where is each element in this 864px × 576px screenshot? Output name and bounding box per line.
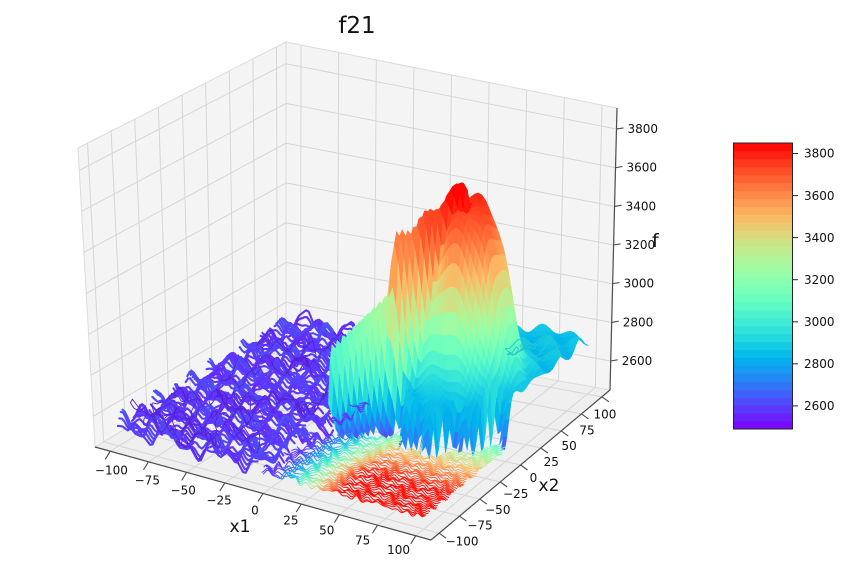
tick-label: 50 bbox=[319, 523, 334, 537]
tick-label: 25 bbox=[544, 455, 559, 469]
colorbar-tick-label: 3800 bbox=[804, 147, 835, 161]
tick-label: 0 bbox=[530, 471, 538, 485]
tick-label: −50 bbox=[171, 484, 196, 498]
plot-3d bbox=[77, 41, 618, 541]
tick-label: −25 bbox=[206, 494, 231, 508]
tick-label: −75 bbox=[467, 519, 492, 533]
colorbar-tick-label: 3600 bbox=[804, 189, 835, 203]
colorbar-tick-label: 3400 bbox=[804, 231, 835, 245]
tick-label: 100 bbox=[387, 543, 410, 557]
tick-label: 2800 bbox=[623, 315, 654, 329]
tick-label: 75 bbox=[579, 423, 594, 437]
colorbar-bands bbox=[734, 143, 792, 430]
x1-axis-label: x1 bbox=[230, 517, 251, 537]
tick-label: 100 bbox=[593, 407, 616, 421]
tick-label: −100 bbox=[95, 464, 128, 478]
colorbar: 2600 2800 3000 3200 3400 3600 3800 bbox=[733, 142, 835, 430]
tick-label: 75 bbox=[355, 533, 370, 547]
shelf-contour-lines bbox=[504, 335, 562, 361]
colorbar-tick-label: 3200 bbox=[804, 273, 835, 287]
tick-label: −25 bbox=[503, 487, 528, 501]
colorbar-tick-label: 2600 bbox=[804, 399, 835, 413]
plot-title: f21 bbox=[338, 13, 375, 39]
tick-label: 0 bbox=[251, 504, 259, 518]
tick-label: −100 bbox=[446, 535, 479, 549]
tick-label: 50 bbox=[562, 439, 577, 453]
surface-carpet-front bbox=[261, 401, 506, 518]
tick-label: 3400 bbox=[626, 199, 657, 213]
tick-label: 3800 bbox=[628, 122, 659, 136]
tick-label: 3200 bbox=[625, 238, 656, 252]
tick-label: 3000 bbox=[624, 277, 655, 291]
tick-label: −75 bbox=[135, 474, 160, 488]
tick-label: 2600 bbox=[622, 354, 653, 368]
surface-peak-mesh bbox=[328, 182, 589, 460]
tick-label: 3600 bbox=[627, 161, 658, 175]
tick-label: 25 bbox=[283, 513, 298, 527]
tick-label: −50 bbox=[485, 503, 510, 517]
f-axis-label: f bbox=[652, 230, 660, 252]
axes-ticks: −100−75−50−250255075100−100−75−50−250255… bbox=[94, 107, 659, 557]
colorbar-tick-label: 2800 bbox=[804, 357, 835, 371]
colorbar-border bbox=[733, 142, 793, 430]
x2-axis-label: x2 bbox=[539, 476, 560, 496]
colorbar-tick-label: 3000 bbox=[804, 315, 835, 329]
